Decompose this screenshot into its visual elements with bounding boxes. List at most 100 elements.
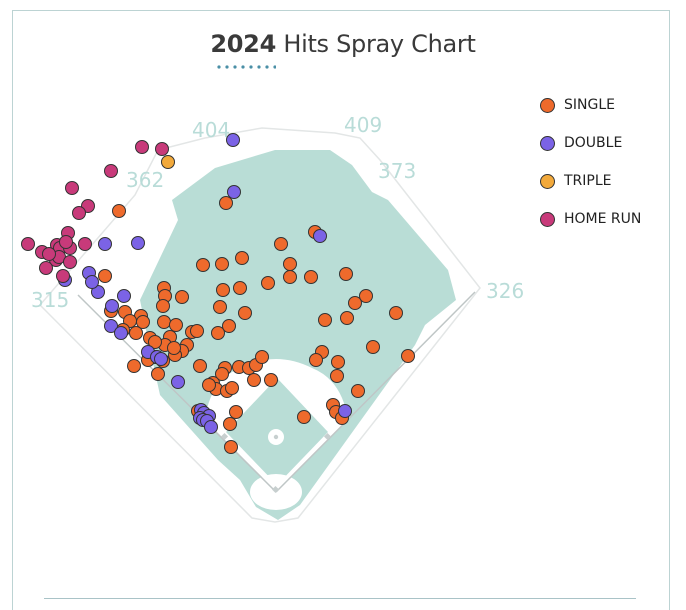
hit-point-single-8 xyxy=(304,270,318,284)
hit-point-single-56 xyxy=(193,359,207,373)
legend-label-triple: TRIPLE xyxy=(564,173,612,189)
hit-point-single-73 xyxy=(229,405,243,419)
legend-item-single: SINGLE xyxy=(540,86,641,124)
hit-point-home-run-19 xyxy=(42,247,56,261)
hit-point-home-run-13 xyxy=(78,237,92,251)
hit-point-double-11 xyxy=(104,319,118,333)
hit-point-double-12 xyxy=(114,326,128,340)
hit-point-home-run-17 xyxy=(39,261,53,275)
fence-distance-left-line: 315 xyxy=(31,288,69,312)
hit-point-single-66 xyxy=(330,369,344,383)
legend-item-home-run: HOME RUN xyxy=(540,200,641,238)
hit-point-double-24 xyxy=(338,404,352,418)
legend-swatch-home-run xyxy=(540,211,555,227)
fence-distance-right-line: 326 xyxy=(486,279,524,303)
chart-title-text: Hits Spray Chart xyxy=(283,30,476,58)
hit-point-single-37 xyxy=(190,324,204,338)
legend-label-home-run: HOME RUN xyxy=(564,211,642,227)
fence-distance-left-center: 362 xyxy=(126,168,164,192)
hit-point-double-9 xyxy=(105,299,119,313)
hit-point-single-29 xyxy=(340,311,354,325)
hit-point-single-14 xyxy=(233,281,247,295)
hit-point-single-34 xyxy=(222,319,236,333)
hit-point-triple-0 xyxy=(161,155,175,169)
legend: SINGLE DOUBLE TRIPLE HOME RUN xyxy=(540,86,641,238)
hit-point-single-26 xyxy=(157,315,171,329)
legend-swatch-triple xyxy=(540,173,555,189)
hit-point-home-run-3 xyxy=(65,181,79,195)
hit-point-single-74 xyxy=(223,417,237,431)
hit-point-single-30 xyxy=(318,313,332,327)
hit-point-single-72 xyxy=(297,410,311,424)
hit-point-single-12 xyxy=(98,269,112,283)
hit-point-double-10 xyxy=(85,275,99,289)
pitchers-rubber xyxy=(273,434,279,440)
hit-point-single-6 xyxy=(196,258,210,272)
hit-point-single-50 xyxy=(366,340,380,354)
chart-frame xyxy=(12,10,670,610)
hit-point-single-38 xyxy=(211,326,225,340)
hit-point-single-67 xyxy=(351,384,365,398)
first-base xyxy=(323,432,332,441)
hit-point-double-0 xyxy=(226,133,240,147)
hit-point-single-21 xyxy=(238,306,252,320)
hit-point-double-15 xyxy=(154,352,168,366)
legend-swatch-double xyxy=(540,135,555,151)
bottom-rule xyxy=(44,598,636,599)
hit-point-single-48 xyxy=(309,353,323,367)
hit-point-single-18 xyxy=(359,289,373,303)
legend-swatch-single xyxy=(540,97,555,113)
hit-point-single-31 xyxy=(389,306,403,320)
hit-point-single-11 xyxy=(339,267,353,281)
hit-point-single-61 xyxy=(255,350,269,364)
hit-point-single-46 xyxy=(167,341,181,355)
hit-point-double-1 xyxy=(227,185,241,199)
hit-point-single-19 xyxy=(348,296,362,310)
home-plate xyxy=(271,485,280,494)
hit-point-single-55 xyxy=(151,367,165,381)
hit-point-home-run-2 xyxy=(104,164,118,178)
hit-point-single-79 xyxy=(224,440,238,454)
hit-point-single-9 xyxy=(283,270,297,284)
hit-point-single-42 xyxy=(148,335,162,349)
hit-point-home-run-18 xyxy=(56,269,70,283)
fence-distance-center: 409 xyxy=(344,113,382,137)
hit-point-double-2 xyxy=(313,229,327,243)
hit-point-single-63 xyxy=(264,373,278,387)
hit-point-single-71 xyxy=(225,381,239,395)
hit-point-single-64 xyxy=(215,367,229,381)
chart-title: 2024 Hits Spray Chart xyxy=(0,30,686,58)
hit-point-single-3 xyxy=(274,237,288,251)
hit-point-single-4 xyxy=(215,257,229,271)
hit-point-single-0 xyxy=(112,204,126,218)
hit-point-single-15 xyxy=(216,283,230,297)
legend-label-single: SINGLE xyxy=(564,97,615,113)
hit-point-single-7 xyxy=(283,257,297,271)
hit-point-double-3 xyxy=(98,237,112,251)
title-dotted-underline xyxy=(217,65,276,69)
fence-distance-right-center: 373 xyxy=(378,159,416,183)
right-foul-line xyxy=(275,291,476,493)
legend-label-double: DOUBLE xyxy=(564,135,623,151)
third-base xyxy=(220,432,229,441)
hit-point-single-35 xyxy=(129,326,143,340)
hit-point-single-16 xyxy=(175,290,189,304)
hit-point-single-70 xyxy=(202,378,216,392)
hit-point-double-23 xyxy=(204,420,218,434)
hit-point-home-run-5 xyxy=(72,206,86,220)
hit-point-double-4 xyxy=(131,236,145,250)
hit-point-single-49 xyxy=(331,355,345,369)
hit-point-single-51 xyxy=(401,349,415,363)
legend-item-triple: TRIPLE xyxy=(540,162,641,200)
hit-point-single-1 xyxy=(219,196,233,210)
hit-point-home-run-16 xyxy=(63,255,77,269)
hit-point-double-16 xyxy=(171,375,185,389)
hit-point-double-8 xyxy=(117,289,131,303)
hit-point-single-32 xyxy=(169,318,183,332)
hit-point-home-run-12 xyxy=(59,235,73,249)
hit-point-home-run-0 xyxy=(135,140,149,154)
hit-point-single-20 xyxy=(156,299,170,313)
hit-point-single-10 xyxy=(261,276,275,290)
chart-title-year: 2024 xyxy=(210,30,276,58)
